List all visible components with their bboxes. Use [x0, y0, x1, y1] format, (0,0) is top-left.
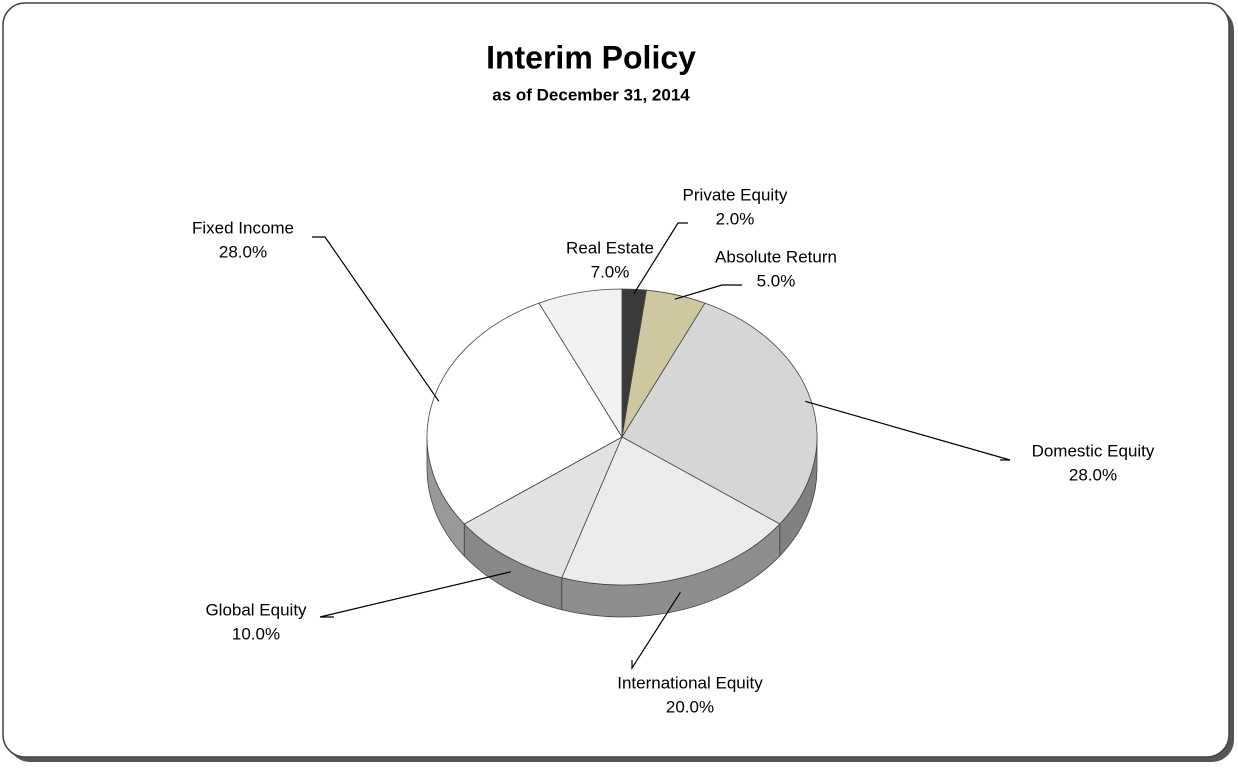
label-name: Fixed Income [192, 218, 294, 237]
label-name: Real Estate [566, 238, 654, 257]
chart-subtitle: as of December 31, 2014 [492, 85, 690, 104]
label-name: Private Equity [683, 185, 788, 204]
label-value: 28.0% [1069, 465, 1117, 484]
label-value: 2.0% [716, 209, 755, 228]
pie-slice [426, 302, 623, 525]
pie-slice [621, 302, 818, 525]
leader-line [805, 400, 1011, 461]
label-name: International Equity [617, 673, 763, 692]
label-value: 7.0% [591, 262, 630, 281]
pie-tops [426, 288, 818, 586]
label-name: Absolute Return [715, 247, 837, 266]
label-name: Global Equity [205, 600, 307, 619]
leader-line [319, 571, 511, 618]
leader-line [312, 236, 440, 402]
label-value: 5.0% [757, 271, 796, 290]
labels: Private Equity 2.0% Absolute Return 5.0% Dom… [192, 185, 1155, 716]
label-name: Domestic Equity [1032, 441, 1155, 460]
leader-line [631, 591, 681, 671]
leader-line [674, 284, 742, 300]
chart-title: Interim Policy [486, 39, 696, 75]
pie-slice [538, 288, 623, 439]
label-value: 20.0% [666, 697, 714, 716]
label-value: 10.0% [232, 624, 280, 643]
pie-slice [463, 436, 623, 579]
pie-slice [561, 436, 781, 586]
leader-line [633, 222, 688, 295]
label-value: 28.0% [219, 242, 267, 261]
